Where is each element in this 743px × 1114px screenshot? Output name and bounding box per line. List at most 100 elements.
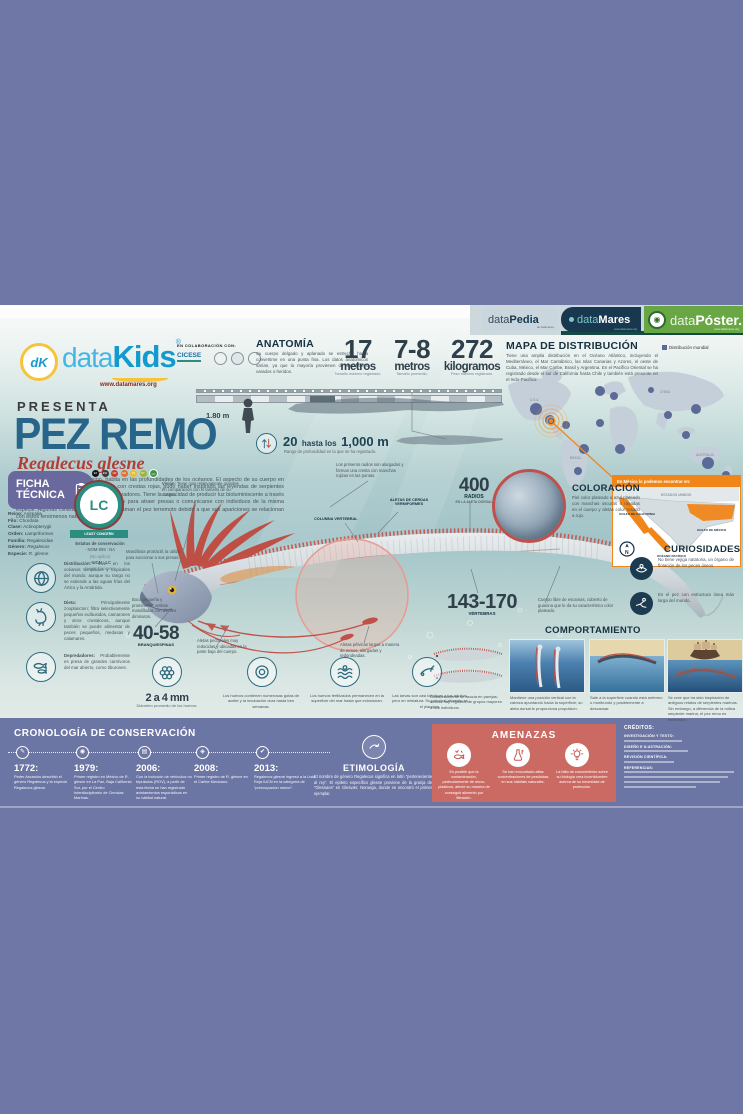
- tax-label: Filo:: [8, 517, 18, 523]
- etimologia-heading: ETIMOLOGÍA: [343, 763, 405, 773]
- lifecycle-text: Las larvas son casi idénticas a los adul…: [392, 693, 468, 709]
- timeline-node-icon: ✎: [16, 746, 29, 759]
- surface-photo: [590, 640, 664, 692]
- habit-label: Depredadores:: [64, 653, 95, 658]
- lc-ribbon: LEAST CONCERN: [70, 530, 128, 538]
- dataposter-roundel-icon: ◉: [648, 310, 666, 329]
- tax-label: Especie:: [8, 551, 28, 557]
- depth-min: 20: [283, 434, 298, 449]
- ficha-title: FICHA TÉCNICA: [16, 477, 65, 501]
- pelvic-streamers: [187, 620, 369, 654]
- map-heading: MAPA DE DISTRIBUCIÓN: [506, 340, 638, 352]
- world-map: U.S.A. BRASIL CHINA AUSTRALIA: [508, 369, 732, 488]
- creditos-block: CRÉDITOS: INVESTIGACIÓN Y TEXTO: DISEÑO …: [624, 725, 736, 791]
- timeline-text: Con la inclusión de vehículos no tripula…: [136, 774, 192, 801]
- skin-closeup-photo: [492, 469, 566, 543]
- chip-datapedia: dataPedia de datamares: [483, 309, 557, 331]
- credit-placeholder: [624, 781, 720, 783]
- collab-seal-icon: [214, 352, 227, 365]
- stat-caption: Tamaño máximo registrado.: [334, 372, 382, 377]
- label-gm: GOLFO DE MÉXICO: [697, 527, 727, 532]
- label-us: ESTADOS UNIDOS: [661, 493, 692, 497]
- diver-icon: [630, 592, 653, 615]
- mexico-map-graphic: ESTADOS UNIDOS GOLFO DE CALIFORNIA GOLFO…: [613, 487, 739, 558]
- africa: [609, 406, 638, 454]
- vision-text: Tiene ojos relativamente grandes en comp…: [162, 481, 239, 498]
- lc-badge-text: LC: [89, 497, 109, 513]
- timeline-node-icon: ◉: [76, 746, 89, 759]
- curiosidad-text: Es el pez con estructura ósea más larga …: [658, 592, 734, 604]
- label-gc: GOLFO DE CALIFORNIA: [619, 512, 656, 516]
- comportamiento-text: Sale a la superficie cuando está enfermo…: [590, 695, 663, 711]
- map-label: BRASIL: [570, 456, 582, 460]
- curiosidades-heading: CURIOSIDADES: [664, 544, 741, 555]
- fish-body: [145, 532, 706, 618]
- collab-label: EN COLABORACIÓN CON:: [177, 343, 237, 348]
- dataposter-label: dataPóster.: [670, 311, 743, 328]
- status-nom-note: (No aplica): [89, 553, 111, 559]
- europe: [604, 381, 626, 397]
- anatomy-scale-graphic: [242, 393, 504, 445]
- timeline-text: Primer registro de R. glesne en el Carib…: [194, 774, 248, 785]
- creditos-heading: CRÉDITOS:: [624, 725, 655, 731]
- tax-label: Género:: [8, 544, 26, 550]
- timeline-year: 2013:: [254, 763, 279, 774]
- stat-value: 17: [344, 334, 372, 364]
- datapedia-label: dataPedia: [488, 314, 539, 326]
- tax-value: R. glesne: [28, 551, 49, 557]
- tax-value: Regalecus: [27, 544, 50, 550]
- collab-seal-icon: [248, 352, 261, 365]
- presenta-label: PRESENTA: [17, 399, 111, 414]
- pesticide-flask-icon: [506, 743, 530, 767]
- habit-label: Dieta:: [64, 600, 77, 605]
- stat-unit: kilogramos: [443, 360, 501, 373]
- crest-label: Los primeros radios son alargados y form…: [336, 462, 404, 479]
- label-op: OCÉANO PACÍFICO: [657, 553, 687, 558]
- curiosidad-text: No tiene vejiga natatoria, un órgano de …: [658, 557, 734, 569]
- fin-caps-label: ALETAS DE CERDAS VERMIFORMES: [389, 498, 429, 506]
- oarfish-illustration: [125, 480, 724, 680]
- mexico-inset-map: En México lo podemos encontrar en: ESTAD…: [612, 475, 741, 567]
- gill-label: BRANQUIESPINAS: [137, 642, 175, 648]
- baja-california-region: [619, 497, 651, 534]
- chip-underline: [561, 331, 743, 335]
- dot-nt: NT: [139, 470, 147, 477]
- lifecycle-text: Los huevos fertilizados permanecen en la…: [310, 693, 384, 704]
- map-label: CHINA: [660, 390, 671, 394]
- mexico-inset-header: En México lo podemos encontrar en:: [613, 476, 740, 487]
- egg-size-value: 2 a 4 mm: [145, 692, 189, 704]
- chip-dataposter: ◉ dataPóster. www.datamares.org: [644, 306, 743, 333]
- anatomy-heading: ANATOMÍA: [256, 338, 315, 350]
- logo-kids: Kids: [112, 339, 177, 374]
- poster-bottom-edge: [0, 806, 743, 808]
- column-label: COLUMNA VERTEBRAL: [314, 517, 358, 521]
- timeline-node-icon: ✔: [256, 746, 269, 759]
- comportamiento-text: Se cree que ha sido inspiración de antig…: [668, 695, 738, 722]
- stat-unit: metros: [394, 360, 430, 373]
- globe-icon: [26, 563, 56, 593]
- tax-value: Lampriformes: [24, 531, 54, 537]
- etimologia-text: El nombre de género Regalecus significa …: [314, 774, 432, 797]
- coloracion-text: Piel color plateado a azul plateado con …: [572, 495, 640, 519]
- dot-lc: LC: [149, 469, 158, 478]
- scales-label: Cuerpo libre de escamas, cubierto de gua…: [538, 597, 614, 614]
- comportamiento-text: Ocasionalmente se asocia en parejas; inc…: [430, 694, 502, 710]
- habit-text: Probablemente es presa de grandes carnív…: [64, 653, 130, 671]
- rays-sub: EN LA ALETA DORSAL: [455, 500, 493, 505]
- conservation-status: Estatus de conservación · NOM-059 : NA (…: [70, 541, 130, 572]
- rays-label: RADIOS: [464, 494, 484, 501]
- coloracion-heading: COLORACIÓN: [572, 483, 640, 494]
- iucn-category-dots: EX EW CR EN VU NT LC: [92, 469, 158, 478]
- datakids-logo: dataKids®: [62, 339, 181, 375]
- timeline-heading: CRONOLOGÍA DE CONSERVACIÓN: [14, 728, 196, 739]
- timeline-year: 2008:: [194, 763, 219, 774]
- timeline-event: 1979: Primer registro en México de R. gl…: [74, 763, 132, 800]
- credit-role: REFERENCIAS:: [624, 765, 654, 770]
- habit-dieta: Dieta: Principalmente zooplancton; filtr…: [64, 600, 130, 643]
- status-iucn: · IUCN : LC: [88, 559, 112, 565]
- rays-value: 400: [458, 475, 490, 496]
- credit-role: REVISIÓN CIENTÍFICA:: [624, 755, 668, 759]
- lifecycle-text: Los huevos contienen numerosas gotas de …: [222, 693, 300, 709]
- status-iucn-note: (Least Concern): [84, 566, 116, 572]
